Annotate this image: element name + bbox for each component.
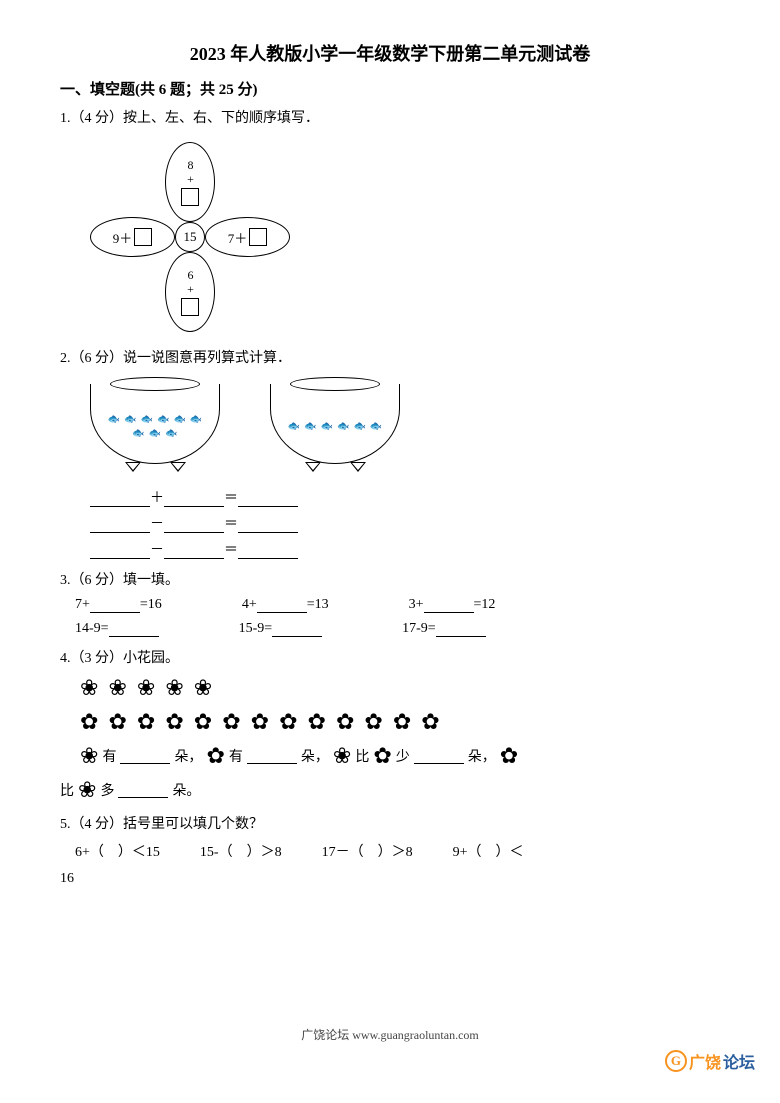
watermark-icon: G bbox=[665, 1050, 687, 1072]
watermark-text-2: 论坛 bbox=[723, 1049, 755, 1073]
flower-b-icon: ✿ bbox=[80, 709, 98, 735]
flower-b-icon: ✿ bbox=[251, 709, 269, 735]
fish-icon: 🐟 bbox=[337, 422, 349, 432]
flower-a-icon: ❀ bbox=[80, 675, 98, 701]
fish-icon: 🐟 bbox=[321, 422, 333, 432]
flower-b-icon: ✿ bbox=[373, 743, 391, 769]
flower-b-icon: ✿ bbox=[108, 709, 126, 735]
fish-icon: 🐟 bbox=[124, 415, 136, 425]
flower-b-icon: ✿ bbox=[364, 709, 382, 735]
question-4: 4.（3 分）小花园。 ❀❀❀❀❀ ✿✿✿✿✿✿✿✿✿✿✿✿✿ ❀ 有朵， ✿ … bbox=[60, 647, 720, 803]
q1-prompt: 1.（4 分）按上、左、右、下的顺序填写． bbox=[60, 107, 720, 127]
section-header-1: 一、填空题(共 6 题；共 25 分) bbox=[60, 78, 720, 99]
q2-prompt: 2.（6 分）说一说图意再列算式计算． bbox=[60, 347, 720, 367]
petal-left-expr: 9＋ bbox=[113, 228, 133, 247]
q4-prompt: 4.（3 分）小花园。 bbox=[60, 647, 720, 667]
question-1: 1.（4 分）按上、左、右、下的顺序填写． 8+ 9＋ 15 7＋ 6+ bbox=[60, 107, 720, 337]
q5-item: 15-（ ）＞8 bbox=[200, 841, 282, 861]
fishbowl-1: 🐟 🐟 🐟 🐟 🐟 🐟 🐟 🐟 🐟 bbox=[90, 377, 220, 477]
q5-tail: 16 bbox=[60, 871, 720, 887]
petal-right: 7＋ bbox=[205, 217, 290, 257]
page-title: 2023 年人教版小学一年级数学下册第二单元测试卷 bbox=[60, 40, 720, 66]
flower-b-icon: ✿ bbox=[421, 709, 439, 735]
q3-item: 17-9= bbox=[402, 621, 486, 637]
q5-item: 17－（ ）＞8 bbox=[322, 841, 413, 861]
question-3: 3.（6 分）填一填。 7+=16 4+=13 3+=12 14-9= 15-9… bbox=[60, 569, 720, 637]
fish-icon: 🐟 bbox=[149, 429, 161, 439]
q3-prompt: 3.（6 分）填一填。 bbox=[60, 569, 720, 589]
fish-icon: 🐟 bbox=[108, 415, 120, 425]
fish-icon: 🐟 bbox=[304, 422, 316, 432]
flower-row-1: ❀ ❀ ❀ ❀ ❀ bbox=[80, 675, 720, 701]
fish-icon: 🐟 bbox=[190, 415, 202, 425]
question-2: 2.（6 分）说一说图意再列算式计算． 🐟 🐟 🐟 🐟 🐟 🐟 🐟 🐟 🐟 🐟 🐟 🐟 🐟 🐟 🐟 ＋＝ … bbox=[60, 347, 720, 559]
watermark: G 广饶论坛 bbox=[665, 1049, 755, 1073]
q3-item: 4+=13 bbox=[242, 597, 329, 613]
flower-b-icon: ✿ bbox=[393, 709, 411, 735]
flower-b-icon: ✿ bbox=[222, 709, 240, 735]
equation-lines: ＋＝ －＝ －＝ bbox=[90, 487, 720, 559]
q5-item: 9+（ ）＜ bbox=[453, 841, 524, 861]
blank-box bbox=[134, 228, 152, 246]
flower-a-icon: ❀ bbox=[165, 675, 183, 701]
flower-b-icon: ✿ bbox=[336, 709, 354, 735]
fishbowls: 🐟 🐟 🐟 🐟 🐟 🐟 🐟 🐟 🐟 🐟 🐟 🐟 🐟 🐟 🐟 bbox=[90, 377, 720, 477]
flower-a-icon: ❀ bbox=[80, 743, 98, 769]
petal-top-expr: 8+ bbox=[183, 158, 198, 186]
q3-item: 15-9= bbox=[239, 621, 323, 637]
q3-row2: 14-9= 15-9= 17-9= bbox=[75, 621, 720, 637]
flower-a-icon: ❀ bbox=[194, 675, 212, 701]
watermark-text-1: 广饶 bbox=[689, 1049, 721, 1073]
petal-left: 9＋ bbox=[90, 217, 175, 257]
flower-b-icon: ✿ bbox=[279, 709, 297, 735]
flower-b-icon: ✿ bbox=[308, 709, 326, 735]
q3-item: 7+=16 bbox=[75, 597, 162, 613]
blank-box bbox=[181, 188, 199, 206]
flower-section: ❀ ❀ ❀ ❀ ❀ ✿ ✿ ✿ ✿ ✿ ✿ ✿ ✿ ✿ ✿ ✿ ✿ ✿ bbox=[80, 675, 720, 735]
q4-text-line2: 比 ❀ 多朵。 bbox=[60, 777, 720, 803]
flower-a-icon: ❀ bbox=[137, 675, 155, 701]
fish-icon: 🐟 bbox=[288, 422, 300, 432]
petal-top: 8+ bbox=[165, 142, 215, 222]
petal-diagram: 8+ 9＋ 15 7＋ 6+ bbox=[90, 137, 310, 337]
blank-box bbox=[181, 298, 199, 316]
eq-line-3: －＝ bbox=[90, 539, 720, 559]
fish-icon: 🐟 bbox=[132, 429, 144, 439]
flower-b-icon: ✿ bbox=[137, 709, 155, 735]
blank-box bbox=[249, 228, 267, 246]
fish-icon: 🐟 bbox=[157, 415, 169, 425]
fish-icon: 🐟 bbox=[353, 422, 365, 432]
flower-row-2: ✿ ✿ ✿ ✿ ✿ ✿ ✿ ✿ ✿ ✿ ✿ ✿ ✿ bbox=[80, 709, 720, 735]
petal-right-expr: 7＋ bbox=[228, 228, 248, 247]
q3-item: 3+=12 bbox=[409, 597, 496, 613]
flower-b-icon: ✿ bbox=[194, 709, 212, 735]
flower-b-icon: ✿ bbox=[500, 743, 518, 769]
fish-icon: 🐟 bbox=[370, 422, 382, 432]
petal-bottom: 6+ bbox=[165, 252, 215, 332]
flower-a-icon: ❀ bbox=[333, 743, 351, 769]
petal-bottom-expr: 6+ bbox=[183, 268, 198, 296]
fish-icon: 🐟 bbox=[165, 429, 177, 439]
flower-b-icon: ✿ bbox=[206, 743, 224, 769]
q3-row1: 7+=16 4+=13 3+=12 bbox=[75, 597, 720, 613]
fishbowl-2: 🐟 🐟 🐟 🐟 🐟 🐟 bbox=[270, 377, 400, 477]
eq-line-1: ＋＝ bbox=[90, 487, 720, 507]
q3-item: 14-9= bbox=[75, 621, 159, 637]
center-number: 15 bbox=[175, 222, 205, 252]
flower-a-icon: ❀ bbox=[108, 675, 126, 701]
q5-row: 6+（ ）＜15 15-（ ）＞8 17－（ ）＞8 9+（ ）＜ bbox=[75, 841, 720, 861]
footer-text: 广饶论坛 www.guangraoluntan.com bbox=[0, 1026, 780, 1043]
flower-b-icon: ✿ bbox=[165, 709, 183, 735]
q5-item: 6+（ ）＜15 bbox=[75, 841, 160, 861]
q4-text-line1: ❀ 有朵， ✿ 有朵， ❀ 比 ✿ 少朵， ✿ bbox=[80, 743, 720, 769]
fish-icon: 🐟 bbox=[141, 415, 153, 425]
question-5: 5.（4 分）括号里可以填几个数？ 6+（ ）＜15 15-（ ）＞8 17－（… bbox=[60, 813, 720, 861]
fish-icon: 🐟 bbox=[173, 415, 185, 425]
eq-line-2: －＝ bbox=[90, 513, 720, 533]
q5-prompt: 5.（4 分）括号里可以填几个数？ bbox=[60, 813, 720, 833]
flower-a-icon: ❀ bbox=[78, 777, 96, 803]
